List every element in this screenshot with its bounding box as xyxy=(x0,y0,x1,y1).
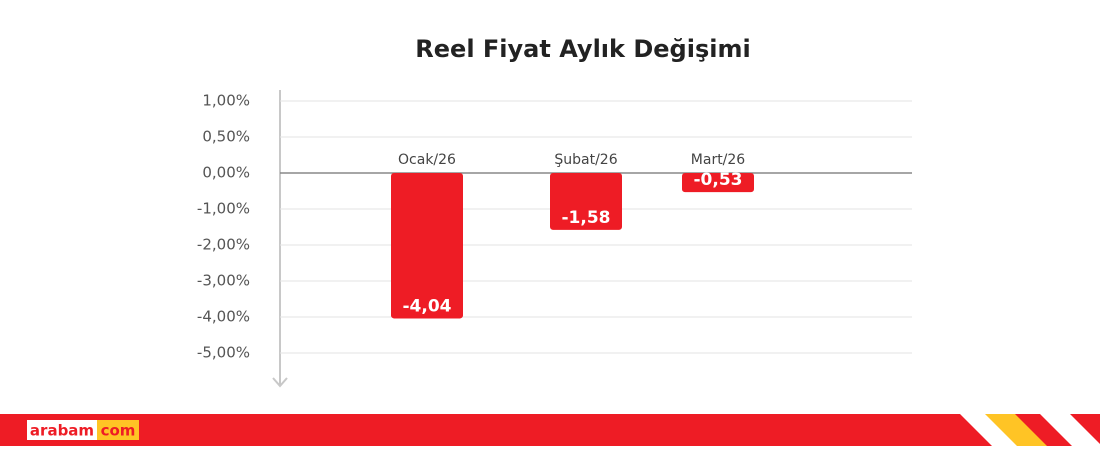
y-tick-label: -2,00% xyxy=(197,236,250,254)
y-tick-label: 1,00% xyxy=(202,92,250,110)
value-label: -0,53 xyxy=(694,170,743,190)
x-tick-label: Ocak/26 xyxy=(398,152,456,168)
logo-box xyxy=(27,420,97,440)
stripe xyxy=(960,414,1022,446)
y-tick-label: -4,00% xyxy=(197,308,250,326)
stripe xyxy=(1040,414,1100,446)
bar xyxy=(391,173,463,319)
y-tick-label: 0,50% xyxy=(202,128,250,146)
bar xyxy=(682,173,754,193)
footer-band xyxy=(0,414,1100,446)
bar xyxy=(550,173,622,230)
y-tick-label: -5,00% xyxy=(197,344,250,362)
logo-text: com xyxy=(101,422,136,440)
axis-arrow xyxy=(272,377,288,388)
value-label: -1,58 xyxy=(562,208,611,228)
x-tick-label: Şubat/26 xyxy=(554,152,617,168)
y-tick-label: -3,00% xyxy=(197,272,250,290)
y-tick-label: 0,00% xyxy=(202,164,250,182)
chart-title: Reel Fiyat Aylık Değişimi xyxy=(415,35,750,63)
stripe xyxy=(985,414,1047,446)
logo-box xyxy=(97,420,139,440)
value-label: -4,04 xyxy=(403,296,452,316)
x-tick-label: Mart/26 xyxy=(691,152,746,168)
y-tick-label: -1,00% xyxy=(197,200,250,218)
logo-text: arabam xyxy=(30,422,94,440)
